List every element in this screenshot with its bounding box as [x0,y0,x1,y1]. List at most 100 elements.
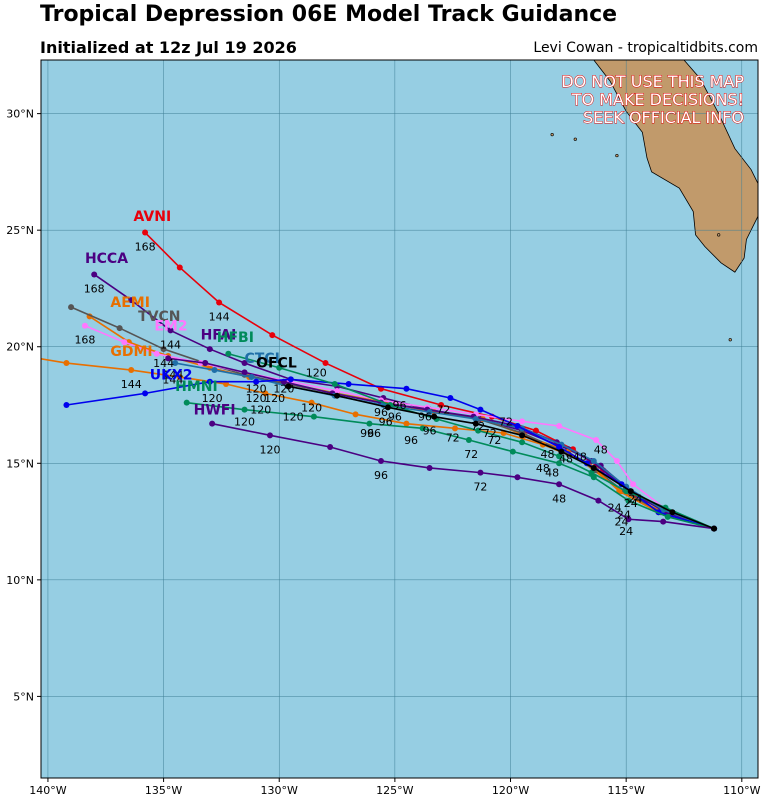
track-point [384,404,391,411]
track-point [206,346,213,353]
credit: Levi Cowan - tropicaltidbits.com [533,40,758,56]
track-point [262,390,269,397]
forecast-hour-label: 144 [209,310,230,323]
forecast-hour-label: 24 [619,525,633,538]
track-line-hmni [186,401,715,530]
lat-tick-label: 25°N [6,224,34,237]
track-point [153,350,160,357]
forecast-hour-label: 96 [367,427,381,440]
forecast-hour-label: 72 [499,415,513,428]
tracks-layer [41,229,718,532]
track-point [63,402,70,409]
forecast-hour-label: 96 [404,434,418,447]
forecast-hour-label: 48 [536,462,550,475]
track-point [352,411,359,418]
forecast-hour-label: 72 [471,420,485,433]
lat-tick-label: 30°N [6,108,34,121]
track-point [248,374,255,381]
island [615,153,619,158]
track-point [377,457,384,464]
ocean [41,60,758,778]
track-point [630,481,637,488]
track-point [165,355,172,362]
lon-tick-label: 110°W [723,784,760,797]
track-point [241,406,248,413]
forecast-hour-label: 72 [436,404,450,417]
lon-tick-label: 140°W [29,784,66,797]
forecast-hour-label: 72 [464,448,478,461]
lat-tick-label: 15°N [6,457,34,470]
track-point [593,436,600,443]
track-point [590,457,597,464]
track-point [327,443,334,450]
track-point [176,374,183,381]
forecast-hour-label: 96 [423,425,437,438]
track-point [514,474,521,481]
track-point [477,406,484,413]
track-point [419,425,426,432]
forecast-hour-label: 144 [162,369,183,382]
track-point [128,367,135,374]
track-point [588,469,595,476]
track-point [558,448,565,455]
track-point [627,488,634,495]
track-point [308,399,315,406]
warning-line-1: DO NOT USE THIS MAP [561,72,744,91]
track-point [225,350,232,357]
model-name-hfai: HFAI [201,328,237,344]
track-point [334,388,341,395]
island [717,233,721,237]
forecast-hour-label: 96 [379,415,393,428]
track-point [426,464,433,471]
track-point [664,513,671,520]
forecast-hour-label: 96 [374,469,388,482]
track-point [438,402,445,409]
forecast-hour-label: 96 [374,406,388,419]
track-point [310,413,317,420]
forecast-hour-label: 144 [160,338,181,351]
track-point [595,497,602,504]
hour-labels: 1441681441681441681441201202448729612024… [74,240,642,537]
track-point [253,378,260,385]
track-hfbi [225,350,718,532]
lon-tick-label: 130°W [261,784,298,797]
forecast-hour-label: 48 [573,450,587,463]
forecast-hour-label: 120 [246,383,267,396]
forecast-hour-label: 72 [487,434,501,447]
track-point [167,327,174,334]
forecast-hour-label: 72 [446,432,460,445]
forecast-hour-label: 96 [418,411,432,424]
track-point [285,383,292,390]
forecast-hour-label: 96 [360,427,374,440]
track-point [142,390,149,397]
baja-california-land [593,60,758,273]
forecast-hour-label: 168 [135,240,156,253]
forecast-hour-label: 120 [283,411,304,424]
model-name-hmni: HMNI [175,379,218,395]
island [728,338,732,342]
model-name-hfbi: HFBI [217,330,254,346]
track-point [241,369,248,376]
track-line-hwfi [211,422,715,530]
forecast-hour-label: 48 [541,448,555,461]
track-point [447,395,454,402]
track-point [475,427,482,434]
axis-ticks: 140°W 135°W 130°W 125°W 120°W 115°W 110°W 5°N 10… [6,108,760,797]
model-name-aemi: AEMI [110,295,150,311]
forecast-hour-label: 120 [202,392,223,405]
model-name-avni: AVNI [134,209,172,225]
track-point [206,378,213,385]
forecast-hour-label: 24 [615,516,629,529]
lat-tick-label: 20°N [6,341,34,354]
track-point [176,264,183,271]
warning-text: DO NOT USE THIS MAP TO MAKE DECISIONS! S… [561,72,745,128]
track-point [556,422,563,429]
track-point [63,360,70,367]
forecast-hour-label: 168 [84,282,105,295]
forecast-hour-label: 48 [552,492,566,505]
model-name-ofcl: OFCL [256,356,297,372]
model-name-ctci: CTCI [245,351,280,367]
track-point [711,525,718,532]
track-point [172,360,179,367]
